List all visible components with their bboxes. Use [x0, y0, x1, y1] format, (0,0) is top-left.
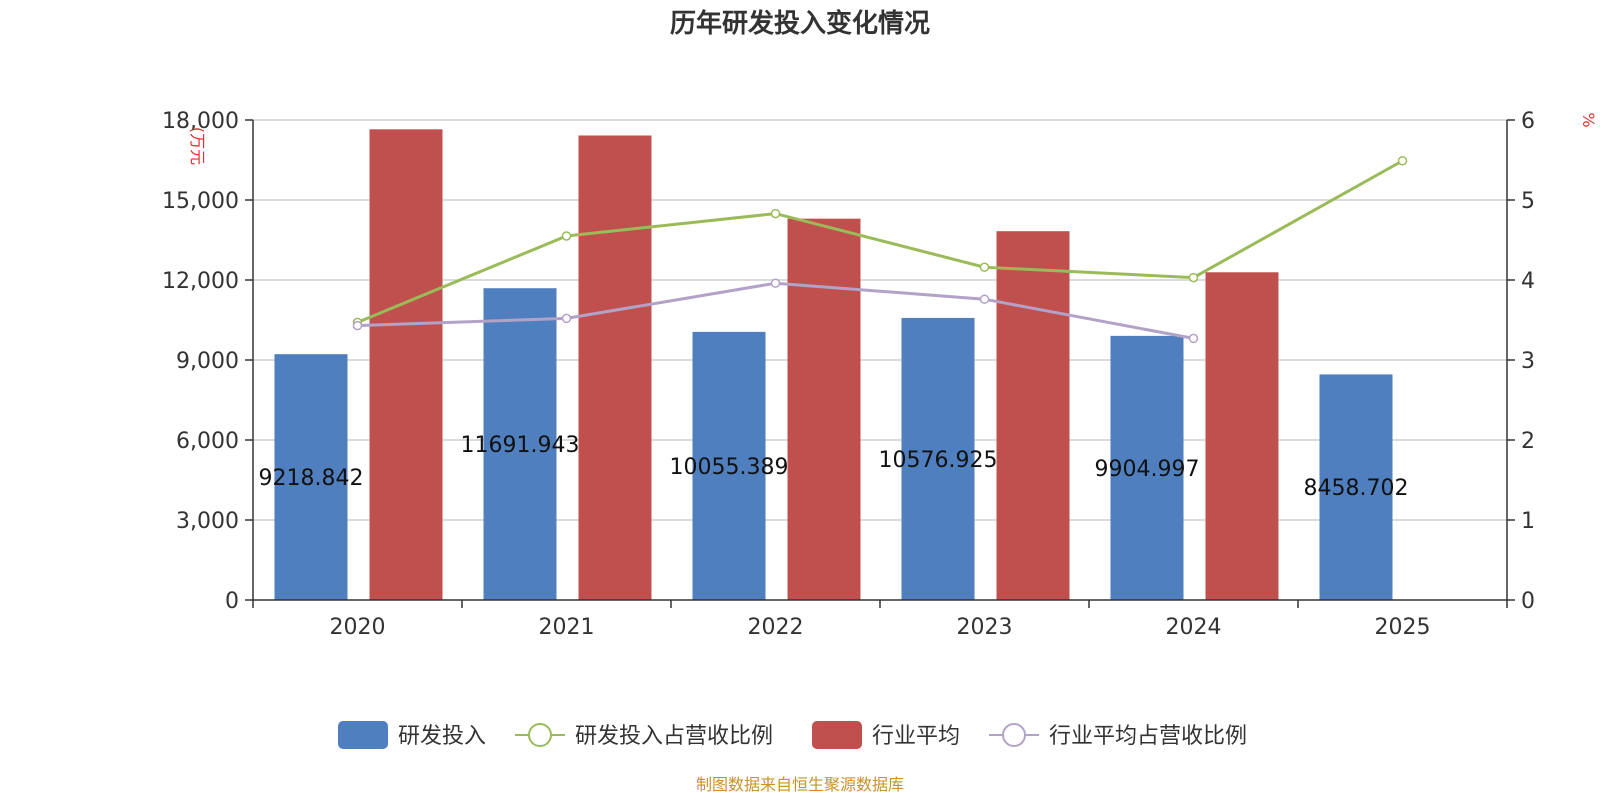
bar-rd-investment	[1319, 374, 1393, 600]
bar-data-label: 10576.925	[879, 448, 998, 473]
legend-marker	[1002, 723, 1026, 747]
bar-industry-average	[578, 135, 652, 600]
bar-industry-average	[1205, 272, 1279, 600]
point-rd-ratio	[770, 208, 781, 219]
line-rd-ratio	[356, 159, 1404, 324]
x-axis-tick-label: 2023	[957, 615, 1013, 640]
left-axis-tick-label: 18,000	[162, 109, 239, 134]
left-axis-tick-label: 0	[225, 589, 239, 614]
right-axis-tick-label: 5	[1521, 189, 1535, 214]
x-axis-tick-label: 2022	[748, 615, 804, 640]
left-axis-tick-label: 3,000	[176, 509, 239, 534]
legend-label: 行业平均占营收比例	[1049, 724, 1247, 749]
bar-rd-investment	[692, 331, 766, 600]
axes: 0 0 3,000 1 6,000 2 9,000 3 12,000 4 15,000 5 18,000…	[162, 109, 1535, 640]
lines	[352, 156, 1408, 344]
left-axis-tick-label: 9,000	[176, 349, 239, 374]
bar-industry-average	[787, 218, 861, 600]
chart-title: 历年研发投入变化情况	[670, 8, 930, 39]
right-axis-tick-label: 0	[1521, 589, 1535, 614]
bar-industry-average	[996, 231, 1070, 600]
data-labels: 9218.842 11691.943 10055.389 10576.925 9904.…	[259, 433, 1409, 501]
bar-rd-investment	[1110, 335, 1184, 600]
right-axis-tick-label: 3	[1521, 349, 1535, 374]
x-axis-tick-label: 2020	[330, 615, 386, 640]
bar-data-label: 11691.943	[461, 433, 580, 458]
bar-data-label: 10055.389	[670, 455, 789, 480]
point-industry-ratio	[561, 313, 572, 324]
bars	[274, 129, 1393, 601]
right-axis-tick-label: 4	[1521, 269, 1535, 294]
left-axis-tick-label: 6,000	[176, 429, 239, 454]
left-axis-tick-label: 12,000	[162, 269, 239, 294]
bar-data-label: 9904.997	[1095, 457, 1200, 482]
point-rd-ratio	[561, 231, 572, 241]
point-rd-ratio	[979, 262, 990, 272]
right-axis-tick-label: 6	[1521, 109, 1535, 134]
legend-label: 研发投入	[398, 724, 486, 749]
bar-industry-average	[369, 129, 443, 601]
x-axis-tick-label: 2025	[1375, 615, 1431, 640]
right-axis-tick-label: 2	[1521, 429, 1535, 454]
bar-rd-investment	[274, 354, 348, 600]
point-rd-ratio	[1397, 156, 1408, 166]
legend-label: 行业平均	[872, 724, 960, 749]
left-axis-tick-label: 15,000	[162, 189, 239, 214]
right-axis-unit: %	[1579, 112, 1598, 127]
legend: 研发投入 研发投入占营收比例 行业平均 行业平均占营收比例	[338, 721, 1247, 749]
point-rd-ratio	[1188, 272, 1199, 283]
bar-rd-investment	[901, 317, 975, 600]
bar-rd-investment	[483, 288, 557, 600]
source-note: 制图数据来自恒生聚源数据库	[696, 775, 904, 794]
point-industry-ratio	[979, 294, 990, 304]
bar-data-label: 9218.842	[259, 466, 364, 491]
legend-swatch	[338, 721, 388, 749]
point-industry-ratio	[1188, 333, 1199, 344]
left-axis-unit: (万元	[188, 127, 207, 165]
right-axis-tick-label: 1	[1521, 509, 1535, 534]
legend-marker	[528, 723, 552, 747]
point-industry-ratio	[770, 278, 781, 288]
x-axis-tick-label: 2021	[539, 615, 595, 640]
point-industry-ratio	[352, 320, 363, 331]
x-axis-tick-label: 2024	[1166, 615, 1222, 640]
legend-swatch	[812, 721, 862, 749]
bar-data-label: 8458.702	[1304, 476, 1409, 501]
legend-label: 研发投入占营收比例	[575, 724, 773, 749]
